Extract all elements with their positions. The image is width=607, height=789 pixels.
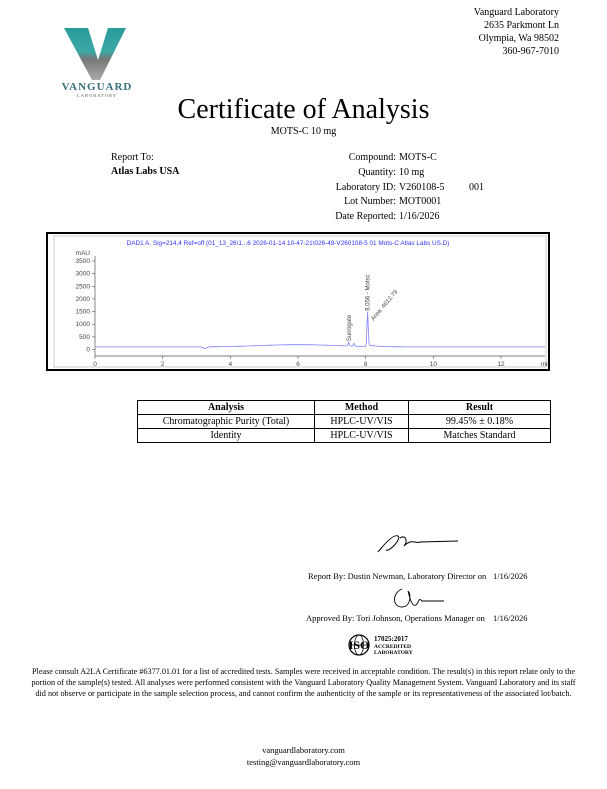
svg-text:LABORATORY: LABORATORY xyxy=(374,650,413,656)
svg-text:VANGUARD: VANGUARD xyxy=(62,81,133,93)
lab-address: Vanguard Laboratory 2635 Parkmont Ln Oly… xyxy=(474,6,559,58)
lab-name: Vanguard Laboratory xyxy=(473,7,559,18)
report-by-text: Report By: Dustin Newman, Laboratory Dir… xyxy=(308,571,487,581)
signature-tori-johnson xyxy=(394,588,444,608)
lab-street: 2635 Parkmont Ln xyxy=(484,20,559,31)
y-axis-label: mAU xyxy=(76,250,91,257)
svg-text:LABORATORY: LABORATORY xyxy=(77,93,117,98)
cell-result: 99.45% ± 0.18% xyxy=(408,414,551,429)
x-tick-label: 0 xyxy=(93,361,97,368)
peak-area-label: Area: 4612.79 xyxy=(371,289,400,322)
table-row: Identity HPLC-UV/VIS Matches Standard xyxy=(137,428,551,443)
client-name: Atlas Labs USA xyxy=(111,166,180,177)
y-tick-label: 3000 xyxy=(76,271,91,278)
sample-info: Compound: MOTS-C Quantity: 10 mg Laborator… xyxy=(0,151,607,225)
info-extra: 001 xyxy=(469,181,484,193)
x-tick-label: 6 xyxy=(296,361,300,368)
svg-text:ISO: ISO xyxy=(349,638,370,652)
lab-phone: 360-967-7010 xyxy=(502,46,559,57)
table-header-row: Analysis Method Result xyxy=(137,400,551,415)
info-label: Laboratory ID: xyxy=(335,181,396,193)
peak-label: 8.056 - Motsc xyxy=(366,274,372,310)
x-tick-label: 10 xyxy=(430,361,438,368)
page-title: Certificate of Analysis xyxy=(177,94,430,125)
x-tick-label: 2 xyxy=(161,361,165,368)
y-tick-label: 3500 xyxy=(76,258,91,265)
info-value: 10 mg xyxy=(399,166,425,178)
lab-city: Olympia, Wa 98502 xyxy=(478,33,559,44)
info-value: MOTS-C xyxy=(399,152,437,163)
cell-analysis: Chromatographic Purity (Total) xyxy=(137,414,315,429)
svg-text:17025:2017: 17025:2017 xyxy=(374,635,408,643)
info-value: 1/16/2026 xyxy=(399,211,440,223)
report-to: Report To: Atlas Labs USA xyxy=(111,151,179,179)
y-tick-label: 0 xyxy=(86,346,90,353)
y-tick-label: 1000 xyxy=(76,321,91,328)
info-label: Compound: xyxy=(348,152,396,163)
y-tick-label: 2000 xyxy=(76,296,91,303)
page-subtitle: MOTS-C 10 mg xyxy=(270,126,337,137)
x-tick-label: 12 xyxy=(497,361,505,368)
chromatogram: DAD1 A, Sig=214,4 Ref=off (01_13_26\1...… xyxy=(53,235,551,368)
table-row: Chromatographic Purity (Total) HPLC-UV/V… xyxy=(137,414,551,429)
info-label: Lot Number: xyxy=(344,196,396,208)
col-header-analysis: Analysis xyxy=(137,400,315,415)
svg-text:ACCREDITED: ACCREDITED xyxy=(374,644,411,650)
results-table: Analysis Method Result Chromatographic P… xyxy=(137,400,551,443)
info-value: V260108-5 xyxy=(399,181,445,193)
col-header-method: Method xyxy=(314,400,409,415)
report-by-date: 1/16/2026 xyxy=(493,571,528,581)
footer-email[interactable]: testing@vanguardlaboratory.com xyxy=(246,757,361,767)
cell-method: HPLC-UV/VIS xyxy=(314,428,409,443)
x-tick-label: 8 xyxy=(364,361,368,368)
cell-analysis: Identity xyxy=(137,428,315,443)
peak-label: Surrogate xyxy=(347,314,353,341)
signature-dustin-newman xyxy=(377,535,459,553)
footer-website[interactable]: vanguardlaboratory.com xyxy=(262,745,345,755)
disclaimer: Please consult A2LA Certificate #6377.01… xyxy=(31,667,576,698)
cell-result: Matches Standard xyxy=(408,428,551,443)
chart-title: DAD1 A, Sig=214,4 Ref=off (01_13_26\1...… xyxy=(127,240,450,247)
y-tick-label: 2500 xyxy=(76,283,91,290)
y-tick-label: 500 xyxy=(79,334,90,341)
y-tick-label: 1500 xyxy=(76,309,91,316)
report-to-label: Report To: xyxy=(111,152,154,163)
approved-by-date: 1/16/2026 xyxy=(493,613,528,623)
info-label: Quantity: xyxy=(358,166,396,178)
approved-by-text: Approved By: Tori Johnson, Operations Ma… xyxy=(306,613,485,623)
chart-panel xyxy=(53,235,547,368)
col-header-result: Result xyxy=(408,400,551,415)
info-label: Date Reported: xyxy=(335,211,396,223)
x-axis-label: min xyxy=(541,362,548,368)
info-value: MOT0001 xyxy=(399,196,442,208)
iso-accreditation-badge: ISO 17025:2017 ACCREDITED LABORATORY xyxy=(348,634,413,656)
vanguard-logo: VANGUARD LABORATORY xyxy=(62,28,133,98)
chromatogram-trace xyxy=(95,311,545,349)
chromatogram-frame: DAD1 A, Sig=214,4 Ref=off (01_13_26\1...… xyxy=(46,232,551,371)
x-tick-label: 4 xyxy=(229,361,233,368)
cell-method: HPLC-UV/VIS xyxy=(314,414,409,429)
